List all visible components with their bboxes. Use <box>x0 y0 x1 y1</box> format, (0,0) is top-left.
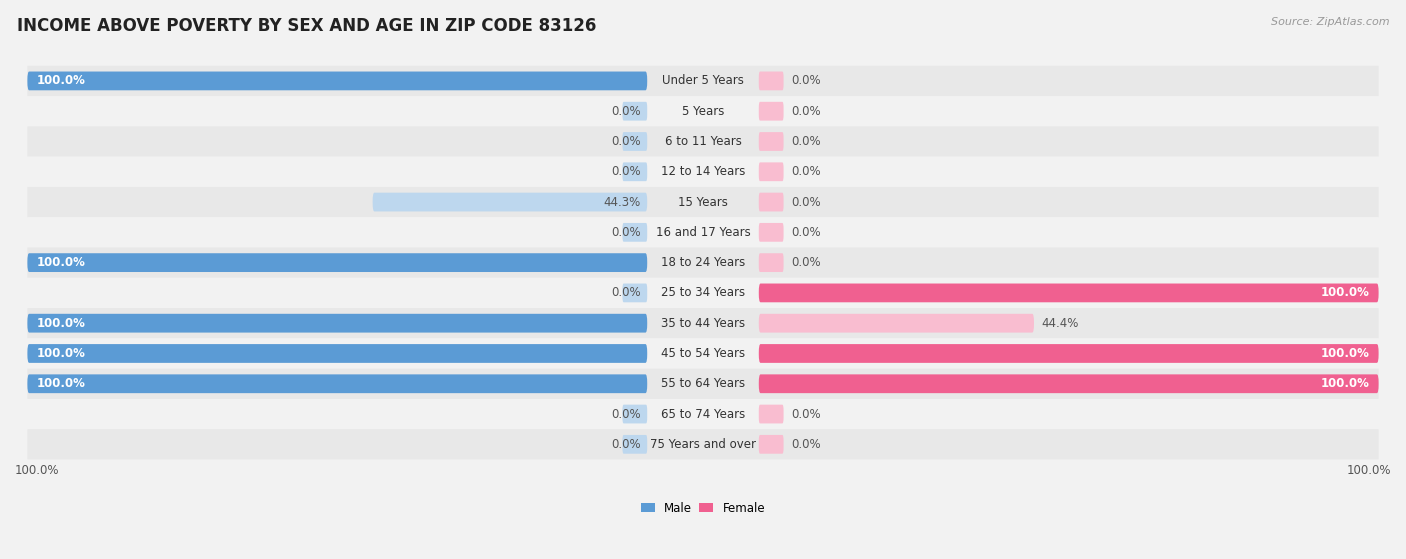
Text: 35 to 44 Years: 35 to 44 Years <box>661 317 745 330</box>
Text: 0.0%: 0.0% <box>612 438 641 451</box>
Text: 0.0%: 0.0% <box>612 135 641 148</box>
FancyBboxPatch shape <box>27 344 647 363</box>
Text: 100.0%: 100.0% <box>37 347 86 360</box>
FancyBboxPatch shape <box>759 435 783 454</box>
Text: 0.0%: 0.0% <box>792 196 821 209</box>
Text: 0.0%: 0.0% <box>612 105 641 118</box>
FancyBboxPatch shape <box>759 72 783 91</box>
Text: 0.0%: 0.0% <box>612 408 641 420</box>
FancyBboxPatch shape <box>27 66 1379 96</box>
FancyBboxPatch shape <box>27 96 1379 126</box>
Text: INCOME ABOVE POVERTY BY SEX AND AGE IN ZIP CODE 83126: INCOME ABOVE POVERTY BY SEX AND AGE IN Z… <box>17 17 596 35</box>
FancyBboxPatch shape <box>27 429 1379 459</box>
FancyBboxPatch shape <box>759 223 783 241</box>
Text: 0.0%: 0.0% <box>612 165 641 178</box>
Text: 44.3%: 44.3% <box>603 196 641 209</box>
Text: 15 Years: 15 Years <box>678 196 728 209</box>
FancyBboxPatch shape <box>27 368 1379 399</box>
FancyBboxPatch shape <box>27 278 1379 308</box>
Text: 12 to 14 Years: 12 to 14 Years <box>661 165 745 178</box>
Text: 16 and 17 Years: 16 and 17 Years <box>655 226 751 239</box>
FancyBboxPatch shape <box>759 193 783 211</box>
Text: 100.0%: 100.0% <box>37 377 86 390</box>
FancyBboxPatch shape <box>759 283 1379 302</box>
FancyBboxPatch shape <box>27 308 1379 338</box>
FancyBboxPatch shape <box>759 102 783 121</box>
FancyBboxPatch shape <box>27 187 1379 217</box>
Text: 5 Years: 5 Years <box>682 105 724 118</box>
FancyBboxPatch shape <box>27 314 647 333</box>
Text: 0.0%: 0.0% <box>792 74 821 87</box>
Text: 100.0%: 100.0% <box>1320 347 1369 360</box>
Text: 65 to 74 Years: 65 to 74 Years <box>661 408 745 420</box>
FancyBboxPatch shape <box>27 248 1379 278</box>
Text: 55 to 64 Years: 55 to 64 Years <box>661 377 745 390</box>
FancyBboxPatch shape <box>759 405 783 423</box>
Text: 25 to 34 Years: 25 to 34 Years <box>661 286 745 300</box>
FancyBboxPatch shape <box>27 126 1379 157</box>
FancyBboxPatch shape <box>623 162 647 181</box>
Text: 100.0%: 100.0% <box>15 463 59 477</box>
Text: Under 5 Years: Under 5 Years <box>662 74 744 87</box>
FancyBboxPatch shape <box>27 253 647 272</box>
Text: 0.0%: 0.0% <box>792 105 821 118</box>
Legend: Male, Female: Male, Female <box>636 497 770 519</box>
FancyBboxPatch shape <box>759 344 1379 363</box>
FancyBboxPatch shape <box>623 435 647 454</box>
FancyBboxPatch shape <box>623 283 647 302</box>
FancyBboxPatch shape <box>27 217 1379 248</box>
FancyBboxPatch shape <box>759 314 1033 333</box>
Text: 45 to 54 Years: 45 to 54 Years <box>661 347 745 360</box>
FancyBboxPatch shape <box>27 399 1379 429</box>
Text: 0.0%: 0.0% <box>792 256 821 269</box>
Text: 100.0%: 100.0% <box>37 317 86 330</box>
Text: 100.0%: 100.0% <box>37 256 86 269</box>
Text: 6 to 11 Years: 6 to 11 Years <box>665 135 741 148</box>
Text: 100.0%: 100.0% <box>37 74 86 87</box>
FancyBboxPatch shape <box>623 223 647 241</box>
Text: 18 to 24 Years: 18 to 24 Years <box>661 256 745 269</box>
Text: 100.0%: 100.0% <box>1320 286 1369 300</box>
FancyBboxPatch shape <box>27 375 647 393</box>
Text: 0.0%: 0.0% <box>792 408 821 420</box>
FancyBboxPatch shape <box>759 253 783 272</box>
Text: 100.0%: 100.0% <box>1347 463 1391 477</box>
Text: 0.0%: 0.0% <box>612 226 641 239</box>
FancyBboxPatch shape <box>623 102 647 121</box>
Text: 75 Years and over: 75 Years and over <box>650 438 756 451</box>
FancyBboxPatch shape <box>373 193 647 211</box>
Text: 0.0%: 0.0% <box>612 286 641 300</box>
FancyBboxPatch shape <box>27 72 647 91</box>
Text: 100.0%: 100.0% <box>1320 377 1369 390</box>
FancyBboxPatch shape <box>27 157 1379 187</box>
Text: Source: ZipAtlas.com: Source: ZipAtlas.com <box>1271 17 1389 27</box>
FancyBboxPatch shape <box>623 132 647 151</box>
Text: 0.0%: 0.0% <box>792 438 821 451</box>
FancyBboxPatch shape <box>759 132 783 151</box>
FancyBboxPatch shape <box>623 405 647 423</box>
FancyBboxPatch shape <box>27 338 1379 368</box>
Text: 0.0%: 0.0% <box>792 165 821 178</box>
FancyBboxPatch shape <box>759 162 783 181</box>
FancyBboxPatch shape <box>759 375 1379 393</box>
Text: 0.0%: 0.0% <box>792 135 821 148</box>
Text: 44.4%: 44.4% <box>1042 317 1078 330</box>
Text: 0.0%: 0.0% <box>792 226 821 239</box>
